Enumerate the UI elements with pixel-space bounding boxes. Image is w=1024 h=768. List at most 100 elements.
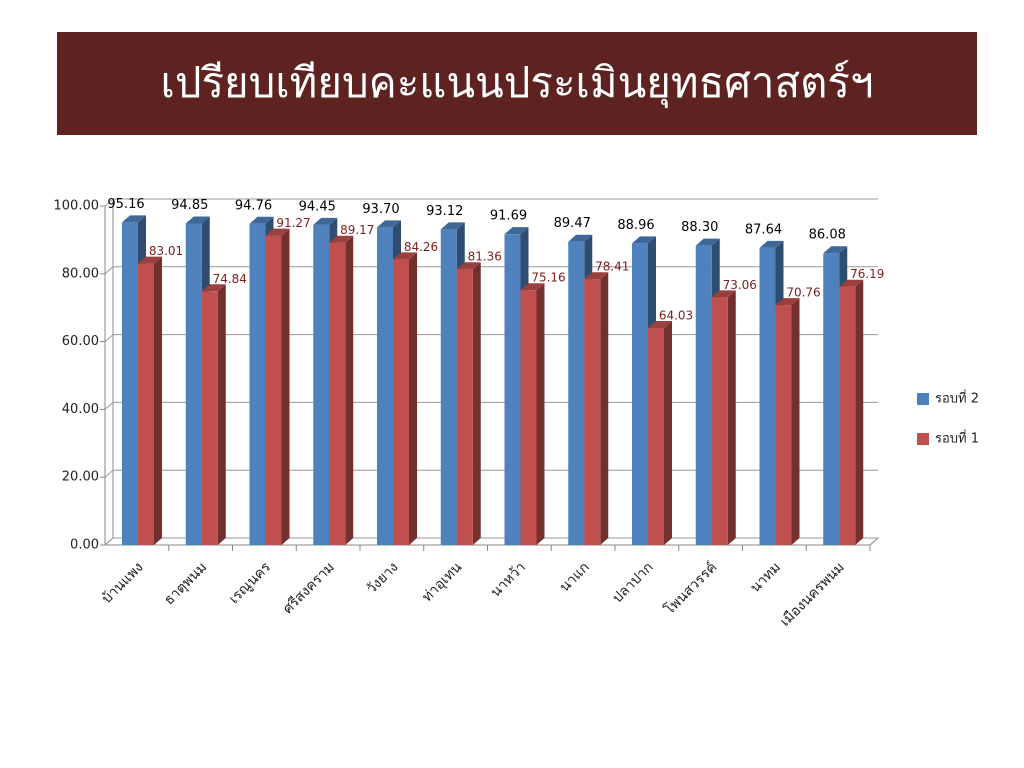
legend-swatch: [917, 433, 929, 445]
value-label: 73.06: [723, 278, 757, 292]
value-label: 86.08: [809, 228, 846, 243]
bar: [185, 223, 202, 545]
bar: [695, 245, 712, 545]
value-label: 89.47: [554, 216, 591, 231]
x-tick-label: โพนสวรรค์: [661, 559, 720, 618]
bar: [393, 259, 409, 545]
bar-top: [377, 220, 401, 228]
bar: [775, 305, 792, 545]
value-label: 64.03: [659, 308, 693, 322]
value-label: 89.17: [340, 223, 374, 237]
value-label: 74.84: [213, 272, 247, 286]
bar: [329, 242, 346, 546]
grid-diag: [104, 334, 114, 342]
bar: [648, 327, 664, 545]
grid-diag: [104, 469, 114, 478]
y-tick-label: 80.00: [62, 266, 99, 281]
grid-diag: [104, 537, 114, 546]
legend-label: รอบที่ 2: [935, 390, 979, 407]
bar-top: [201, 284, 226, 292]
bar-top: [504, 227, 529, 235]
bar-top: [839, 279, 864, 287]
bar: [456, 269, 473, 545]
bar-side: [472, 262, 481, 545]
bar-side: [281, 228, 290, 545]
bar: [138, 263, 154, 545]
bar: [632, 243, 648, 545]
y-tick-label: 100.00: [54, 199, 100, 214]
bar-side: [536, 283, 545, 545]
x-tick-label: ปลาปาก: [609, 559, 656, 606]
grid-diag: [104, 402, 114, 410]
y-tick-label: 40.00: [62, 402, 99, 417]
bar-top: [695, 238, 720, 246]
x-tick-label: บ้านแพง: [99, 559, 147, 607]
value-label: 95.16: [107, 197, 144, 212]
bar-top: [138, 256, 162, 264]
x-tick-label: ท่าอุเทน: [419, 559, 465, 605]
legend-swatch: [917, 393, 929, 405]
title-banner: [57, 32, 977, 135]
value-label: 84.26: [404, 240, 438, 254]
x-tick-label: เรณูนคร: [226, 559, 274, 607]
value-label: 93.70: [362, 202, 399, 217]
value-label: 88.30: [681, 220, 718, 235]
bar-top: [520, 283, 545, 291]
bar-side: [345, 235, 354, 546]
bar: [759, 247, 776, 546]
bar-top: [393, 252, 417, 260]
bar-top: [313, 217, 338, 225]
value-label: 88.96: [617, 218, 654, 233]
bar: [122, 222, 138, 545]
x-tick-label: วังยาง: [364, 559, 402, 597]
value-label: 78.41: [595, 260, 629, 274]
x-tick-label: ศรีสงคราม: [280, 559, 338, 617]
value-label: 76.19: [850, 267, 884, 281]
value-label: 91.27: [276, 216, 310, 230]
bar-top: [329, 235, 354, 243]
bar-side: [217, 284, 226, 545]
bar-top: [440, 222, 465, 230]
bar-top: [775, 298, 800, 306]
bar: [839, 286, 856, 545]
value-label: 94.76: [235, 198, 272, 213]
bar-side: [855, 279, 864, 545]
bar-top: [632, 236, 656, 244]
bar-top: [711, 290, 736, 298]
bar-side: [727, 290, 736, 545]
bar: [440, 229, 457, 546]
bar: [265, 235, 282, 545]
bar-side: [664, 320, 672, 545]
bar-side: [154, 256, 162, 545]
value-label: 93.12: [426, 204, 463, 219]
x-tick-label: นาหว้า: [488, 559, 529, 600]
grid-diag: [104, 198, 114, 207]
x-tick-label: ธาตุพนม: [161, 559, 210, 608]
bar-top: [456, 262, 481, 270]
x-tick-label: นาทม: [747, 559, 784, 596]
bar: [568, 241, 585, 545]
x-tick-label: นาแก: [557, 559, 593, 595]
x-tick-label: เมืองนครพนม: [777, 559, 848, 630]
bar-side: [409, 252, 417, 546]
bar-top: [185, 216, 210, 224]
bar-top: [648, 320, 672, 328]
value-label: 70.76: [786, 286, 820, 300]
bar: [584, 279, 601, 545]
bar: [520, 290, 537, 545]
bar-top: [568, 234, 593, 242]
bar-top: [759, 240, 784, 248]
value-label: 83.01: [149, 244, 183, 258]
y-tick-label: 20.00: [62, 470, 99, 485]
value-label: 94.85: [171, 198, 208, 213]
bar-top: [265, 228, 290, 236]
grid-diag: [104, 266, 114, 275]
bar: [711, 297, 728, 545]
bar: [313, 224, 330, 545]
bar-side: [600, 272, 609, 545]
bar: [377, 227, 393, 545]
value-label: 87.64: [745, 222, 782, 237]
legend-label: รอบที่ 1: [935, 430, 979, 447]
